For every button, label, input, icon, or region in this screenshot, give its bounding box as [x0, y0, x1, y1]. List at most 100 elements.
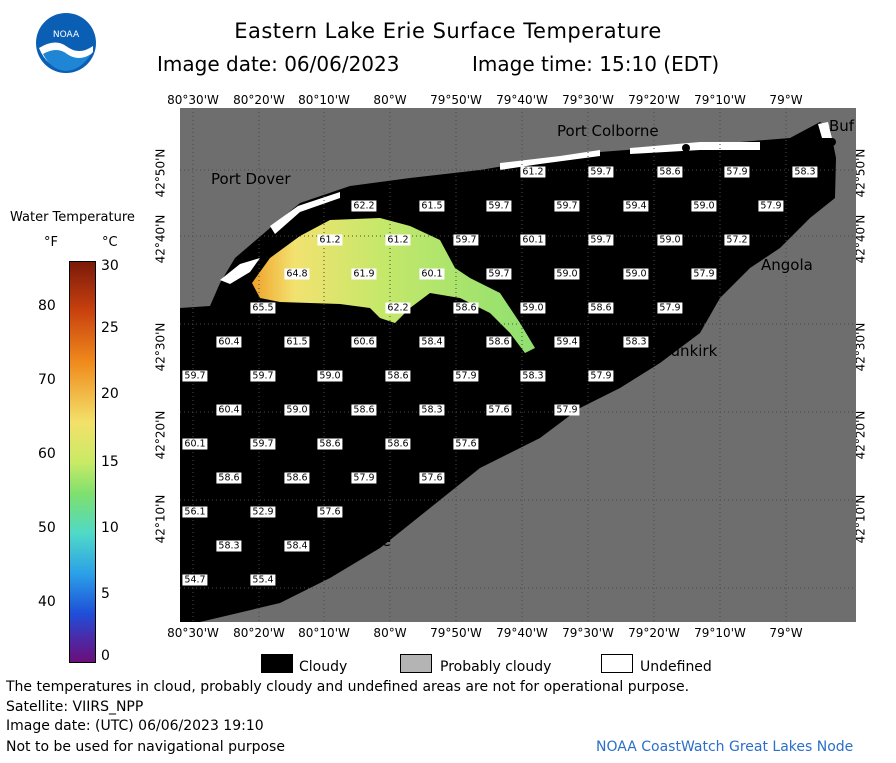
temp-label: 59.7 — [250, 438, 276, 450]
temp-label: 61.5 — [284, 336, 310, 348]
key-swatch-undefined — [601, 654, 633, 673]
temp-label: 59.7 — [588, 166, 614, 178]
legend-title: Water Temperature — [10, 210, 135, 225]
temp-label: 59.0 — [623, 268, 649, 280]
f-tick: 80 — [38, 298, 56, 314]
warm-plume — [252, 218, 535, 353]
city-label-port-colborne: Port Colborne — [557, 122, 659, 140]
key-label-undefined: Undefined — [640, 659, 712, 675]
temp-label: 58.6 — [317, 438, 343, 450]
temp-label: 60.1 — [520, 234, 546, 246]
temp-label: 59.0 — [317, 370, 343, 382]
temp-label: 56.1 — [182, 506, 208, 518]
legend-unit-f: °F — [44, 235, 58, 250]
temp-label: 62.2 — [351, 200, 377, 212]
city-label-erie: Erie — [362, 532, 392, 550]
lon-label: 79°W — [769, 626, 803, 640]
lon-label: 79°30'W — [562, 93, 614, 107]
temp-label: 58.6 — [385, 438, 411, 450]
temp-label: 58.6 — [351, 404, 377, 416]
c-tick: 5 — [101, 586, 110, 602]
temp-label: 57.2 — [724, 234, 750, 246]
temp-label: 58.6 — [486, 336, 512, 348]
temp-label: 59.7 — [486, 200, 512, 212]
temp-label: 61.5 — [419, 200, 445, 212]
lon-label: 79°20'W — [628, 93, 680, 107]
temp-label: 61.2 — [385, 234, 411, 246]
temp-label: 60.4 — [216, 404, 242, 416]
temp-label: 54.7 — [182, 574, 208, 586]
lon-label: 79°W — [769, 93, 803, 107]
temp-label: 60.6 — [351, 336, 377, 348]
f-tick: 40 — [38, 594, 56, 610]
temp-label: 58.6 — [453, 302, 479, 314]
temp-label: 61.9 — [351, 268, 377, 280]
temp-label: 57.9 — [657, 302, 683, 314]
utc-date-text: Image date: (UTC) 06/06/2023 19:10 — [6, 718, 264, 734]
temp-label: 58.3 — [792, 166, 818, 178]
temp-label: 57.6 — [419, 472, 445, 484]
city-dot-buffalo — [828, 138, 836, 146]
city-label-buffalo: Buf — [829, 117, 855, 135]
temp-label: 57.9 — [351, 472, 377, 484]
undefined-shore-north-3 — [630, 142, 760, 154]
temp-label: 57.6 — [453, 438, 479, 450]
temp-label: 57.9 — [691, 268, 717, 280]
lon-label: 80°30'W — [167, 626, 219, 640]
lat-label: 42°20'N — [153, 410, 168, 460]
temp-label: 65.5 — [250, 302, 276, 314]
temperature-map — [180, 108, 856, 622]
key-label-cloudy: Cloudy — [299, 659, 348, 675]
temp-label: 52.9 — [250, 506, 276, 518]
lat-label: 42°50'N — [153, 148, 168, 198]
lon-label: 79°20'W — [628, 626, 680, 640]
temp-label: 59.0 — [554, 268, 580, 280]
c-tick: 25 — [101, 320, 119, 336]
lon-label: 80°20'W — [233, 93, 285, 107]
disclaimer-text: The temperatures in cloud, probably clou… — [6, 679, 690, 695]
lon-label: 80°10'W — [298, 626, 350, 640]
city-label-port-dover: Port Dover — [211, 170, 291, 188]
temp-label: 59.7 — [486, 268, 512, 280]
lon-label: 79°50'W — [430, 626, 482, 640]
temp-label: 60.1 — [419, 268, 445, 280]
lon-label: 80°W — [373, 626, 407, 640]
noaa-logo: NOAA — [35, 12, 97, 74]
graticule — [180, 108, 856, 622]
temp-label: 61.2 — [520, 166, 546, 178]
f-tick: 60 — [38, 446, 56, 462]
temp-label: 59.7 — [554, 200, 580, 212]
lon-label: 80°10'W — [298, 93, 350, 107]
temp-label: 60.4 — [216, 336, 242, 348]
color-bar — [69, 261, 96, 663]
c-tick: 0 — [101, 648, 110, 664]
temp-label: 57.9 — [453, 370, 479, 382]
lon-label: 79°50'W — [430, 93, 482, 107]
key-swatch-probably-cloudy — [400, 654, 432, 673]
undefined-shore-west — [220, 258, 260, 284]
temp-label: 57.6 — [486, 404, 512, 416]
temp-label: 59.0 — [691, 200, 717, 212]
satellite-text: Satellite: VIIRS_NPP — [6, 699, 144, 715]
logo-text: NOAA — [53, 30, 80, 40]
temp-label: 58.3 — [419, 404, 445, 416]
lon-label: 79°10'W — [694, 626, 746, 640]
temp-label: 58.6 — [657, 166, 683, 178]
lon-label: 80°W — [373, 93, 407, 107]
f-tick: 50 — [38, 520, 56, 536]
city-label-angola: Angola — [761, 256, 813, 274]
c-tick: 15 — [101, 454, 119, 470]
temp-label: 59.4 — [554, 336, 580, 348]
lon-label: 79°40'W — [496, 93, 548, 107]
undefined-shore-north-2 — [500, 150, 600, 170]
temp-label: 58.6 — [216, 472, 242, 484]
temp-label: 59.7 — [588, 234, 614, 246]
c-tick: 30 — [101, 258, 119, 274]
city-dot-dunkirk — [649, 339, 657, 347]
key-swatch-cloudy — [261, 654, 293, 673]
city-dot-erie — [353, 529, 361, 537]
temp-label: 55.4 — [250, 574, 276, 586]
city-dot-angola — [755, 247, 763, 255]
lon-label: 80°30'W — [167, 93, 219, 107]
lon-label: 79°40'W — [496, 626, 548, 640]
